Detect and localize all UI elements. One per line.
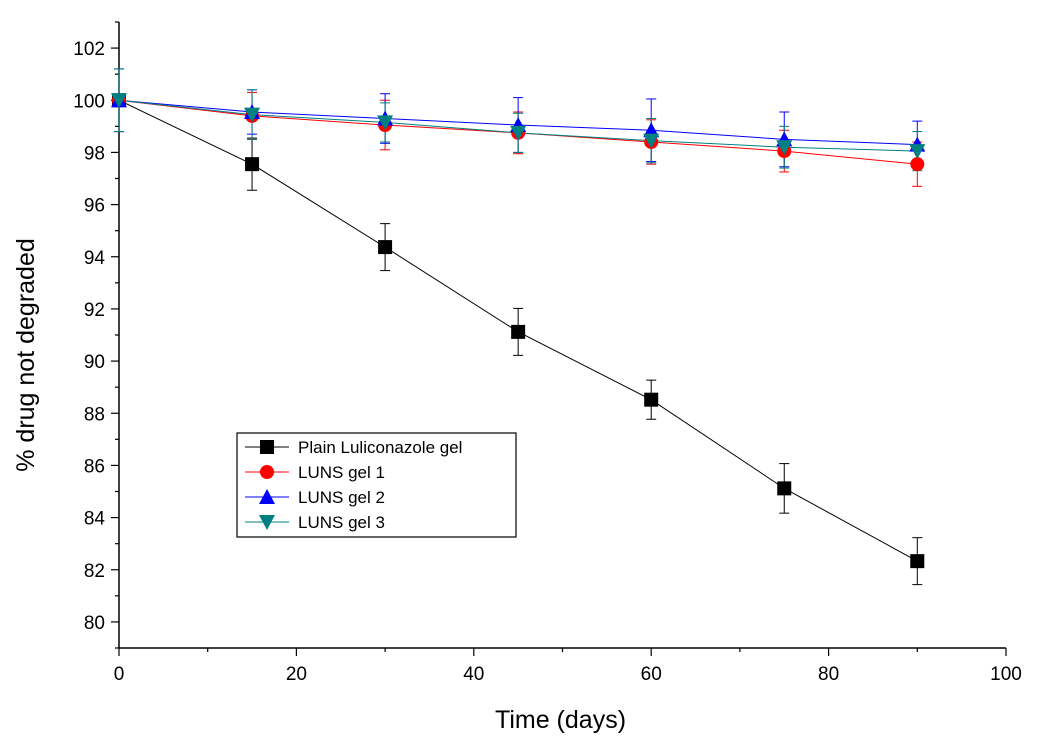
x-tick-label: 0 <box>114 664 125 685</box>
series-4-point <box>510 125 527 141</box>
y-tick-label: 86 <box>84 456 105 477</box>
series-1-point <box>511 324 526 339</box>
y-tick-label: 88 <box>84 404 105 425</box>
series-1-point <box>910 554 925 569</box>
y-tick-label: 100 <box>73 91 105 112</box>
series-1-point <box>378 240 393 255</box>
y-tick-label: 96 <box>84 196 105 217</box>
y-tick-label: 102 <box>73 39 105 60</box>
x-tick-label: 40 <box>463 664 484 685</box>
legend-swatch-marker <box>259 489 275 504</box>
y-axis-title: % drug not degraded <box>12 238 40 472</box>
y-tick-label: 80 <box>84 613 105 634</box>
y-tick-label: 90 <box>84 352 105 373</box>
legend-swatch-marker <box>259 515 275 530</box>
legend: Plain Luliconazole gel LUNS gel 1 LUNS gel… <box>236 432 517 538</box>
series-1-point <box>644 392 659 407</box>
series-1-point <box>245 157 260 172</box>
legend-label: LUNS gel 3 <box>298 513 385 532</box>
legend-swatch-marker <box>260 440 274 454</box>
x-tick-label: 80 <box>818 664 839 685</box>
series-4-point <box>643 133 660 149</box>
series-markers <box>111 92 926 569</box>
series-4-point <box>377 115 394 131</box>
series-1-point <box>777 481 792 496</box>
series-3-point <box>643 122 660 138</box>
legend-box <box>236 432 517 538</box>
legend-swatch-marker <box>260 465 274 479</box>
x-tick-label: 100 <box>990 664 1022 685</box>
x-tick-label: 20 <box>286 664 307 685</box>
x-axis-title: Time (days) <box>495 706 626 734</box>
legend-label: LUNS gel 1 <box>298 463 385 482</box>
y-tick-label: 82 <box>84 561 105 582</box>
series-4-point <box>776 140 793 156</box>
legend-label: LUNS gel 2 <box>298 488 385 507</box>
series-2-point <box>910 157 925 172</box>
axes: 0 20 40 60 80 100 80 82 84 86 88 90 92 94 96 98 100 102 Ti… <box>12 21 1022 734</box>
y-tick-label: 94 <box>84 248 106 269</box>
x-tick-label: 60 <box>641 664 662 685</box>
y-tick-label: 98 <box>84 143 105 164</box>
y-tick-label: 92 <box>84 300 105 321</box>
legend-label: Plain Luliconazole gel <box>298 438 462 457</box>
series-4-point <box>111 93 127 109</box>
y-tick-label: 84 <box>84 509 106 530</box>
series-4-point <box>244 107 261 123</box>
series-4-point <box>909 144 926 160</box>
